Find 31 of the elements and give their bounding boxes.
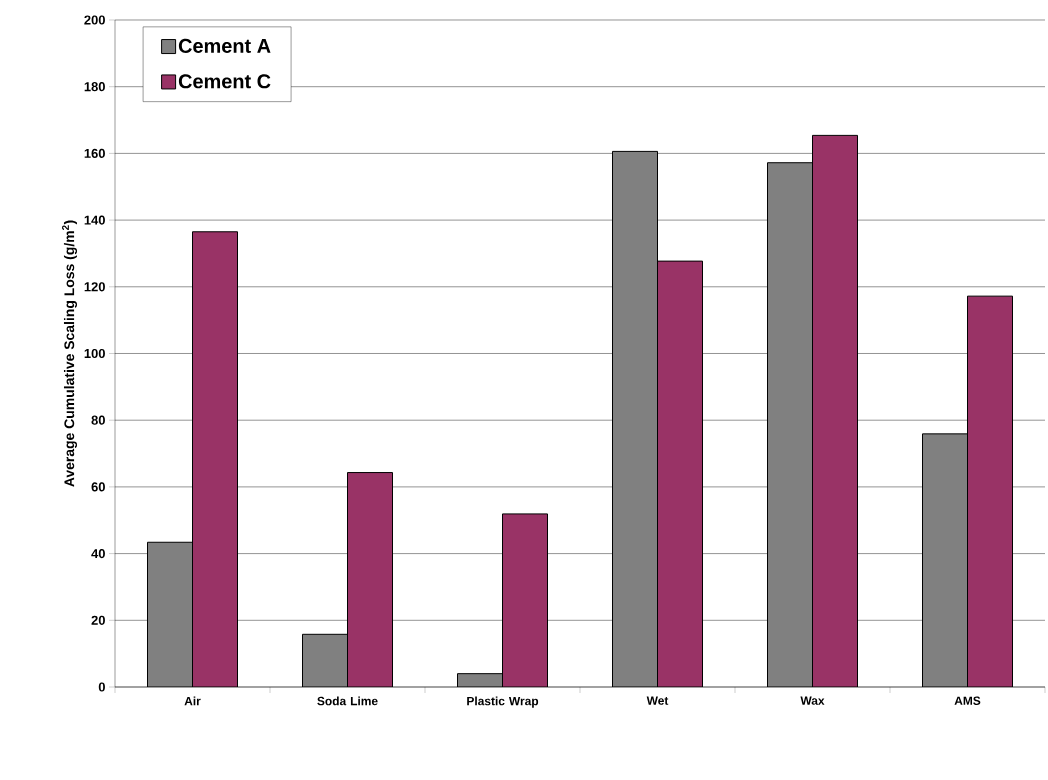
bar xyxy=(967,295,1013,687)
x-tick-label: Soda Lime xyxy=(317,696,378,706)
bar xyxy=(612,150,658,687)
y-tick-label: 120 xyxy=(84,282,105,292)
bar xyxy=(147,541,193,687)
y-tick-label: 0 xyxy=(98,682,105,692)
y-tick-label: 160 xyxy=(84,148,105,158)
x-tick-label: AMS xyxy=(954,696,981,705)
y-tick-label: 60 xyxy=(91,482,105,492)
bar xyxy=(192,231,238,687)
bar xyxy=(812,134,858,687)
bar xyxy=(302,633,348,687)
bar xyxy=(922,433,968,687)
x-tick-label: Plastic Wrap xyxy=(467,696,539,708)
legend-label: Cement C xyxy=(178,74,271,89)
y-axis-title: Average Cumulative Scaling Loss (g/m$^{2}$) xyxy=(62,220,78,487)
y-tick-label: 200 xyxy=(84,15,105,25)
bar xyxy=(767,162,813,687)
y-tick-label: 180 xyxy=(84,82,105,92)
y-tick-label: 140 xyxy=(84,215,105,225)
bar xyxy=(657,260,703,687)
y-tick-label: 40 xyxy=(91,549,105,559)
x-tick-label: Wet xyxy=(646,696,669,705)
y-tick-label: 80 xyxy=(91,415,105,425)
legend-label: Cement A xyxy=(178,38,271,53)
bar xyxy=(347,472,393,687)
y-tick-label: 100 xyxy=(84,348,105,359)
x-tick-label: Air xyxy=(184,696,201,706)
x-tick-label: Wax xyxy=(800,696,825,705)
bar xyxy=(502,513,548,687)
y-tick-label: 20 xyxy=(91,615,105,625)
